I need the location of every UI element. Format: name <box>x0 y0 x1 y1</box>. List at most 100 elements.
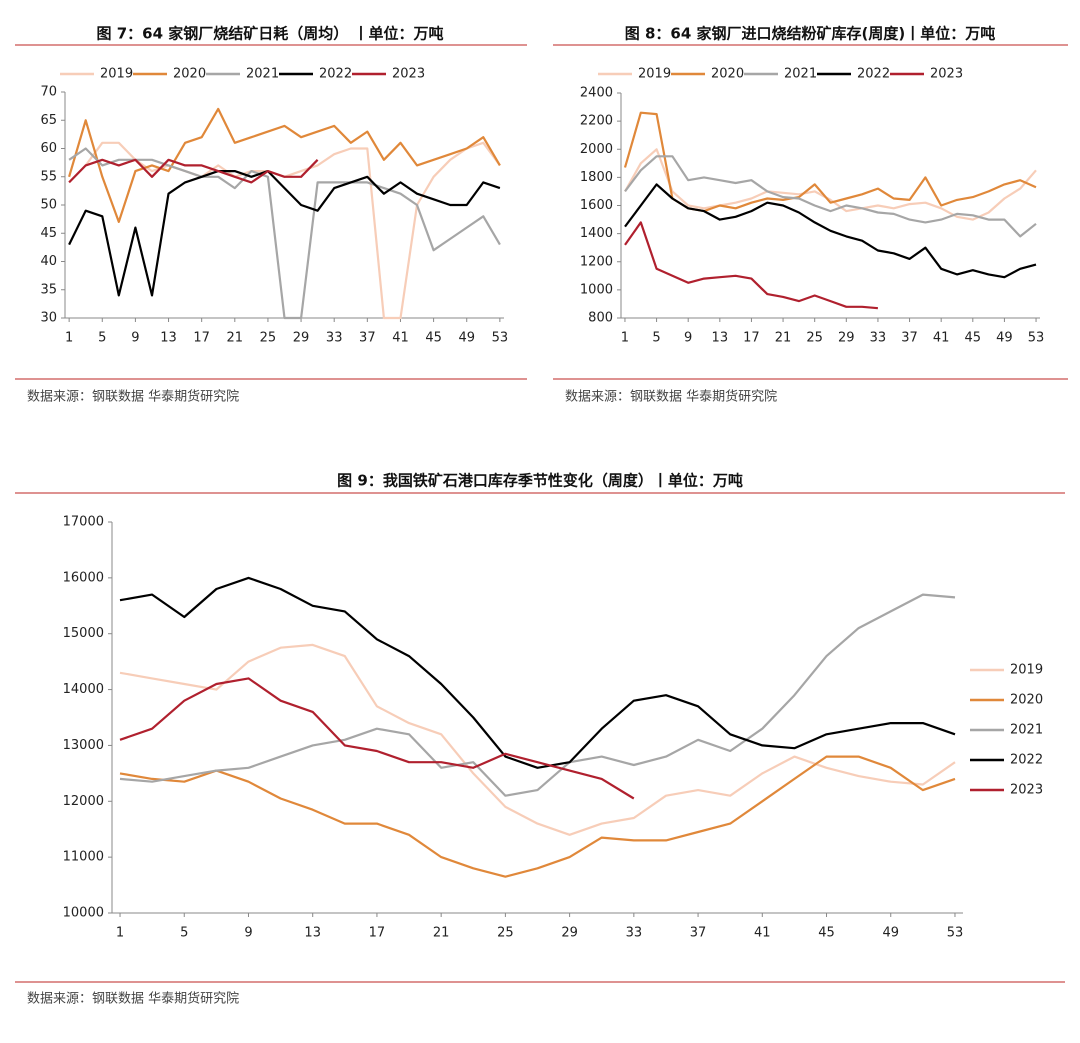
x-tick-label: 5 <box>98 331 106 346</box>
x-tick-label: 53 <box>1028 331 1045 346</box>
x-tick-label: 17 <box>743 331 760 346</box>
series-line <box>68 158 319 184</box>
x-tick-label: 25 <box>497 926 514 941</box>
y-tick-label: 70 <box>40 85 57 100</box>
x-tick-label: 37 <box>901 331 918 346</box>
x-tick-label: 5 <box>180 926 188 941</box>
x-tick-label: 9 <box>244 926 252 941</box>
chart-title: 图 9：我国铁矿石港口库存季节性变化（周度）丨单位：万吨 <box>337 472 743 490</box>
y-tick-label: 40 <box>40 254 57 269</box>
series-line <box>624 183 1037 279</box>
x-tick-label: 45 <box>818 926 835 941</box>
y-tick-label: 12000 <box>63 794 104 809</box>
chart-title: 图 7：64 家钢厂烧结矿日耗（周均） 丨单位：万吨 <box>97 25 444 43</box>
x-tick-label: 13 <box>304 926 321 941</box>
y-tick-label: 65 <box>40 113 57 128</box>
series-line <box>68 147 501 320</box>
y-tick-label: 15000 <box>63 626 104 641</box>
x-tick-label: 41 <box>392 331 409 346</box>
y-tick-label: 11000 <box>63 850 104 865</box>
series-line <box>119 643 956 836</box>
y-tick-label: 14000 <box>63 682 104 697</box>
x-tick-label: 9 <box>131 331 139 346</box>
legend-label: 2019 <box>638 67 671 82</box>
x-tick-label: 53 <box>947 926 964 941</box>
series-line <box>68 170 501 297</box>
x-tick-label: 13 <box>160 331 177 346</box>
y-tick-label: 1600 <box>580 198 613 213</box>
y-tick-label: 1800 <box>580 170 613 185</box>
x-tick-label: 49 <box>996 331 1013 346</box>
y-tick-label: 2000 <box>580 142 613 157</box>
x-tick-label: 33 <box>326 331 343 346</box>
x-tick-label: 45 <box>965 331 982 346</box>
legend-label: 2023 <box>930 67 963 82</box>
legend-label: 2021 <box>784 67 817 82</box>
x-tick-label: 33 <box>870 331 887 346</box>
x-tick-label: 29 <box>838 331 855 346</box>
x-tick-label: 1 <box>116 926 124 941</box>
source-note: 数据来源：钢联数据 华泰期货研究院 <box>565 389 777 405</box>
x-tick-label: 1 <box>621 331 629 346</box>
x-tick-label: 1 <box>65 331 73 346</box>
y-tick-label: 2400 <box>580 86 613 101</box>
x-tick-label: 21 <box>433 926 450 941</box>
chart-title: 图 8：64 家钢厂进口烧结粉矿库存(周度)丨单位：万吨 <box>625 25 995 43</box>
legend-label: 2020 <box>1010 693 1043 708</box>
legend-label: 2021 <box>246 67 279 82</box>
series-line <box>624 148 1037 221</box>
series-line <box>119 593 956 797</box>
series-line <box>623 111 1037 213</box>
x-tick-label: 29 <box>561 926 578 941</box>
y-tick-label: 45 <box>40 226 57 241</box>
x-tick-label: 9 <box>684 331 692 346</box>
series-line <box>68 107 501 223</box>
x-tick-label: 49 <box>882 926 899 941</box>
y-tick-label: 10000 <box>63 906 104 921</box>
legend-label: 2022 <box>857 67 890 82</box>
series-line <box>119 576 956 769</box>
x-tick-label: 5 <box>652 331 660 346</box>
legend-label: 2022 <box>1010 753 1043 768</box>
legend-label: 2020 <box>711 67 744 82</box>
x-tick-label: 17 <box>193 331 210 346</box>
y-tick-label: 1200 <box>580 254 613 269</box>
x-tick-label: 25 <box>806 331 823 346</box>
x-tick-label: 13 <box>712 331 729 346</box>
legend-label: 2019 <box>100 67 133 82</box>
x-tick-label: 17 <box>369 926 386 941</box>
series-line <box>119 677 635 800</box>
legend-label: 2023 <box>1010 783 1043 798</box>
y-tick-label: 800 <box>588 311 613 326</box>
y-tick-label: 50 <box>40 198 57 213</box>
y-tick-label: 16000 <box>63 570 104 585</box>
x-tick-label: 41 <box>754 926 771 941</box>
x-tick-label: 37 <box>359 331 376 346</box>
series-line <box>119 755 956 878</box>
legend-label: 2023 <box>392 67 425 82</box>
y-tick-label: 17000 <box>63 515 104 530</box>
x-tick-label: 21 <box>227 331 244 346</box>
legend-label: 2021 <box>1010 723 1043 738</box>
x-tick-label: 21 <box>775 331 792 346</box>
y-tick-label: 1000 <box>580 282 613 297</box>
x-tick-label: 49 <box>458 331 475 346</box>
x-tick-label: 25 <box>260 331 277 346</box>
x-tick-label: 53 <box>492 331 509 346</box>
x-tick-label: 33 <box>626 926 643 941</box>
source-note: 数据来源：钢联数据 华泰期货研究院 <box>27 991 239 1007</box>
legend-label: 2019 <box>1010 663 1043 678</box>
legend-label: 2020 <box>173 67 206 82</box>
y-tick-label: 55 <box>40 169 57 184</box>
y-tick-label: 13000 <box>63 738 104 753</box>
x-tick-label: 41 <box>933 331 950 346</box>
series-line <box>624 221 878 310</box>
series-line <box>624 155 1037 238</box>
y-tick-label: 1400 <box>580 226 613 241</box>
x-tick-label: 45 <box>425 331 442 346</box>
y-tick-label: 30 <box>40 311 57 326</box>
y-tick-label: 60 <box>40 141 57 156</box>
x-tick-label: 37 <box>690 926 707 941</box>
y-tick-label: 35 <box>40 282 57 297</box>
